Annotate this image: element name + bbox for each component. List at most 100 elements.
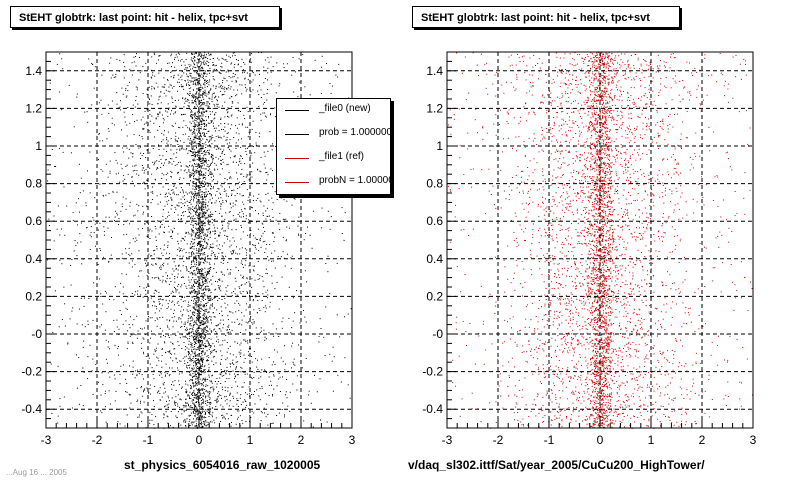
scatter-point (200, 275, 202, 277)
scatter-point (184, 80, 186, 81)
scatter-point (159, 227, 161, 229)
scatter-point (126, 124, 128, 126)
scatter-point (237, 416, 239, 418)
scatter-point (195, 84, 197, 86)
scatter-point (253, 371, 255, 373)
scatter-point (216, 402, 218, 404)
scatter-point (231, 102, 233, 104)
scatter-point (160, 336, 162, 338)
scatter-point (135, 65, 137, 67)
scatter-point (185, 97, 187, 99)
scatter-point (200, 202, 202, 204)
scatter-point (219, 201, 220, 203)
scatter-point (219, 232, 221, 234)
scatter-point (200, 229, 202, 231)
scatter-point (196, 185, 198, 187)
scatter-point (206, 424, 208, 426)
scatter-point (246, 189, 248, 191)
scatter-point (204, 353, 206, 355)
scatter-point (195, 125, 197, 127)
scatter-point (214, 349, 216, 351)
scatter-point (200, 417, 202, 419)
scatter-point (129, 394, 131, 396)
scatter-point (186, 52, 188, 54)
scatter-point (147, 328, 149, 330)
scatter-point (199, 270, 201, 272)
scatter-point (194, 292, 196, 294)
scatter-point (213, 349, 215, 351)
scatter-point (88, 298, 90, 299)
scatter-point (168, 107, 170, 109)
scatter-point (186, 257, 188, 259)
scatter-point (227, 227, 229, 229)
scatter-point (229, 128, 231, 130)
scatter-point (181, 147, 183, 149)
scatter-point (217, 135, 219, 137)
scatter-point (196, 72, 198, 74)
scatter-point (214, 255, 216, 257)
scatter-point (199, 334, 201, 336)
scatter-point (208, 117, 209, 119)
scatter-point (214, 296, 216, 298)
scatter-point (200, 112, 202, 114)
scatter-point (166, 319, 168, 321)
scatter-point (167, 90, 169, 92)
scatter-point (209, 403, 211, 405)
scatter-point (195, 301, 197, 303)
scatter-point (153, 370, 155, 372)
scatter-point (162, 279, 164, 281)
scatter-point (229, 353, 231, 355)
scatter-point (165, 110, 167, 112)
scatter-point (182, 297, 183, 298)
scatter-point (203, 108, 205, 110)
scatter-point (199, 96, 201, 98)
scatter-point (191, 286, 193, 288)
scatter-point (196, 52, 197, 54)
scatter-point (272, 394, 273, 396)
scatter-point (192, 224, 194, 226)
scatter-point (195, 300, 197, 301)
scatter-point (202, 114, 204, 116)
scatter-point (198, 182, 200, 184)
scatter-point (183, 323, 185, 325)
scatter-point (247, 342, 249, 344)
scatter-point (225, 372, 227, 374)
scatter-point (153, 87, 155, 89)
scatter-point (178, 126, 180, 128)
scatter-point (143, 389, 145, 391)
scatter-point (240, 155, 242, 157)
scatter-point (196, 264, 198, 266)
scatter-point (113, 331, 115, 332)
scatter-point (227, 71, 229, 73)
scatter-point (158, 149, 160, 150)
scatter-point (218, 96, 220, 98)
scatter-point (336, 262, 338, 264)
scatter-point (191, 114, 192, 116)
scatter-point (332, 346, 334, 348)
scatter-point (169, 295, 170, 296)
scatter-point (239, 291, 241, 293)
scatter-point (208, 411, 210, 413)
scatter-point (326, 421, 328, 423)
scatter-point (151, 367, 153, 369)
scatter-point (243, 361, 245, 363)
scatter-point (164, 196, 166, 198)
scatter-point (203, 119, 205, 121)
scatter-point (205, 57, 207, 59)
scatter-point (193, 174, 195, 176)
scatter-point (209, 221, 211, 223)
scatter-point (190, 142, 192, 144)
scatter-point (195, 303, 197, 305)
scatter-point (235, 147, 237, 149)
scatter-point (108, 341, 109, 343)
scatter-point (202, 421, 204, 422)
scatter-point (202, 281, 204, 283)
scatter-point (158, 301, 160, 303)
scatter-point (192, 155, 193, 156)
scatter-point (102, 140, 104, 142)
scatter-point (158, 233, 160, 235)
scatter-point (178, 284, 180, 285)
scatter-point (231, 387, 233, 389)
scatter-point (262, 103, 264, 105)
scatter-point (273, 388, 275, 390)
